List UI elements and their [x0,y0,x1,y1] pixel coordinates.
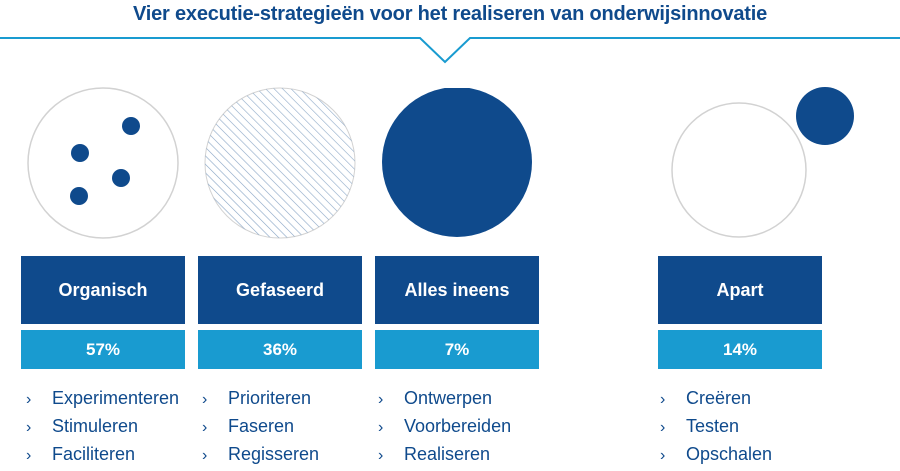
list-item: › Prioriteren [202,384,319,412]
list-item: › Opschalen [660,440,772,468]
list-item: › Realiseren [378,440,511,468]
chevron-right-icon: › [660,419,666,436]
gefaseerd-illustration [204,87,356,239]
strategy-items-organisch: › Experimenteren › Stimuleren › Faciliteren [26,384,179,468]
strategy-percent-apart: 14% [658,330,822,369]
strategy-percent-alles-ineens: 7% [375,330,539,369]
strategy-items-alles-ineens: › Ontwerpen › Voorbereiden › Realiseren [378,384,511,468]
organisch-illustration [27,87,179,239]
chevron-right-icon: › [378,447,384,464]
strategy-percent-gefaseerd: 36% [198,330,362,369]
chevron-right-icon: › [378,419,384,436]
strategy-label-gefaseerd: Gefaseerd [198,256,362,324]
chevron-right-icon: › [26,447,32,464]
chevron-right-icon: › [202,391,208,408]
strategy-label-apart: Apart [658,256,822,324]
strategy-percent-organisch: 57% [21,330,185,369]
chevron-right-icon: › [26,419,32,436]
dot [122,117,140,135]
list-item: › Ontwerpen [378,384,511,412]
chevron-right-icon: › [26,391,32,408]
strategy-items-gefaseerd: › Prioriteren › Faseren › Regisseren [202,384,319,468]
list-item: › Voorbereiden [378,412,511,440]
alles-ineens-illustration [382,88,532,237]
strategy-items-apart: › Creëren › Testen › Opschalen [660,384,772,468]
apart-illustration [671,87,854,238]
chevron-right-icon: › [660,391,666,408]
list-item: › Regisseren [202,440,319,468]
list-item: › Testen [660,412,772,440]
list-item: › Faseren [202,412,319,440]
page-title: Vier executie-strategieën voor het reali… [132,3,768,25]
dot [71,144,89,162]
chevron-right-icon: › [378,391,384,408]
chevron-right-icon: › [202,447,208,464]
chevron-right-icon: › [660,447,666,464]
dot [112,169,130,187]
divider-with-pointer [0,37,900,64]
dot [70,187,88,205]
strategy-label-alles-ineens: Alles ineens [375,256,539,324]
list-item: › Stimuleren [26,412,179,440]
list-item: › Faciliteren [26,440,179,468]
list-item: › Experimenteren [26,384,179,412]
chevron-right-icon: › [202,419,208,436]
list-item: › Creëren [660,384,772,412]
strategy-label-organisch: Organisch [21,256,185,324]
